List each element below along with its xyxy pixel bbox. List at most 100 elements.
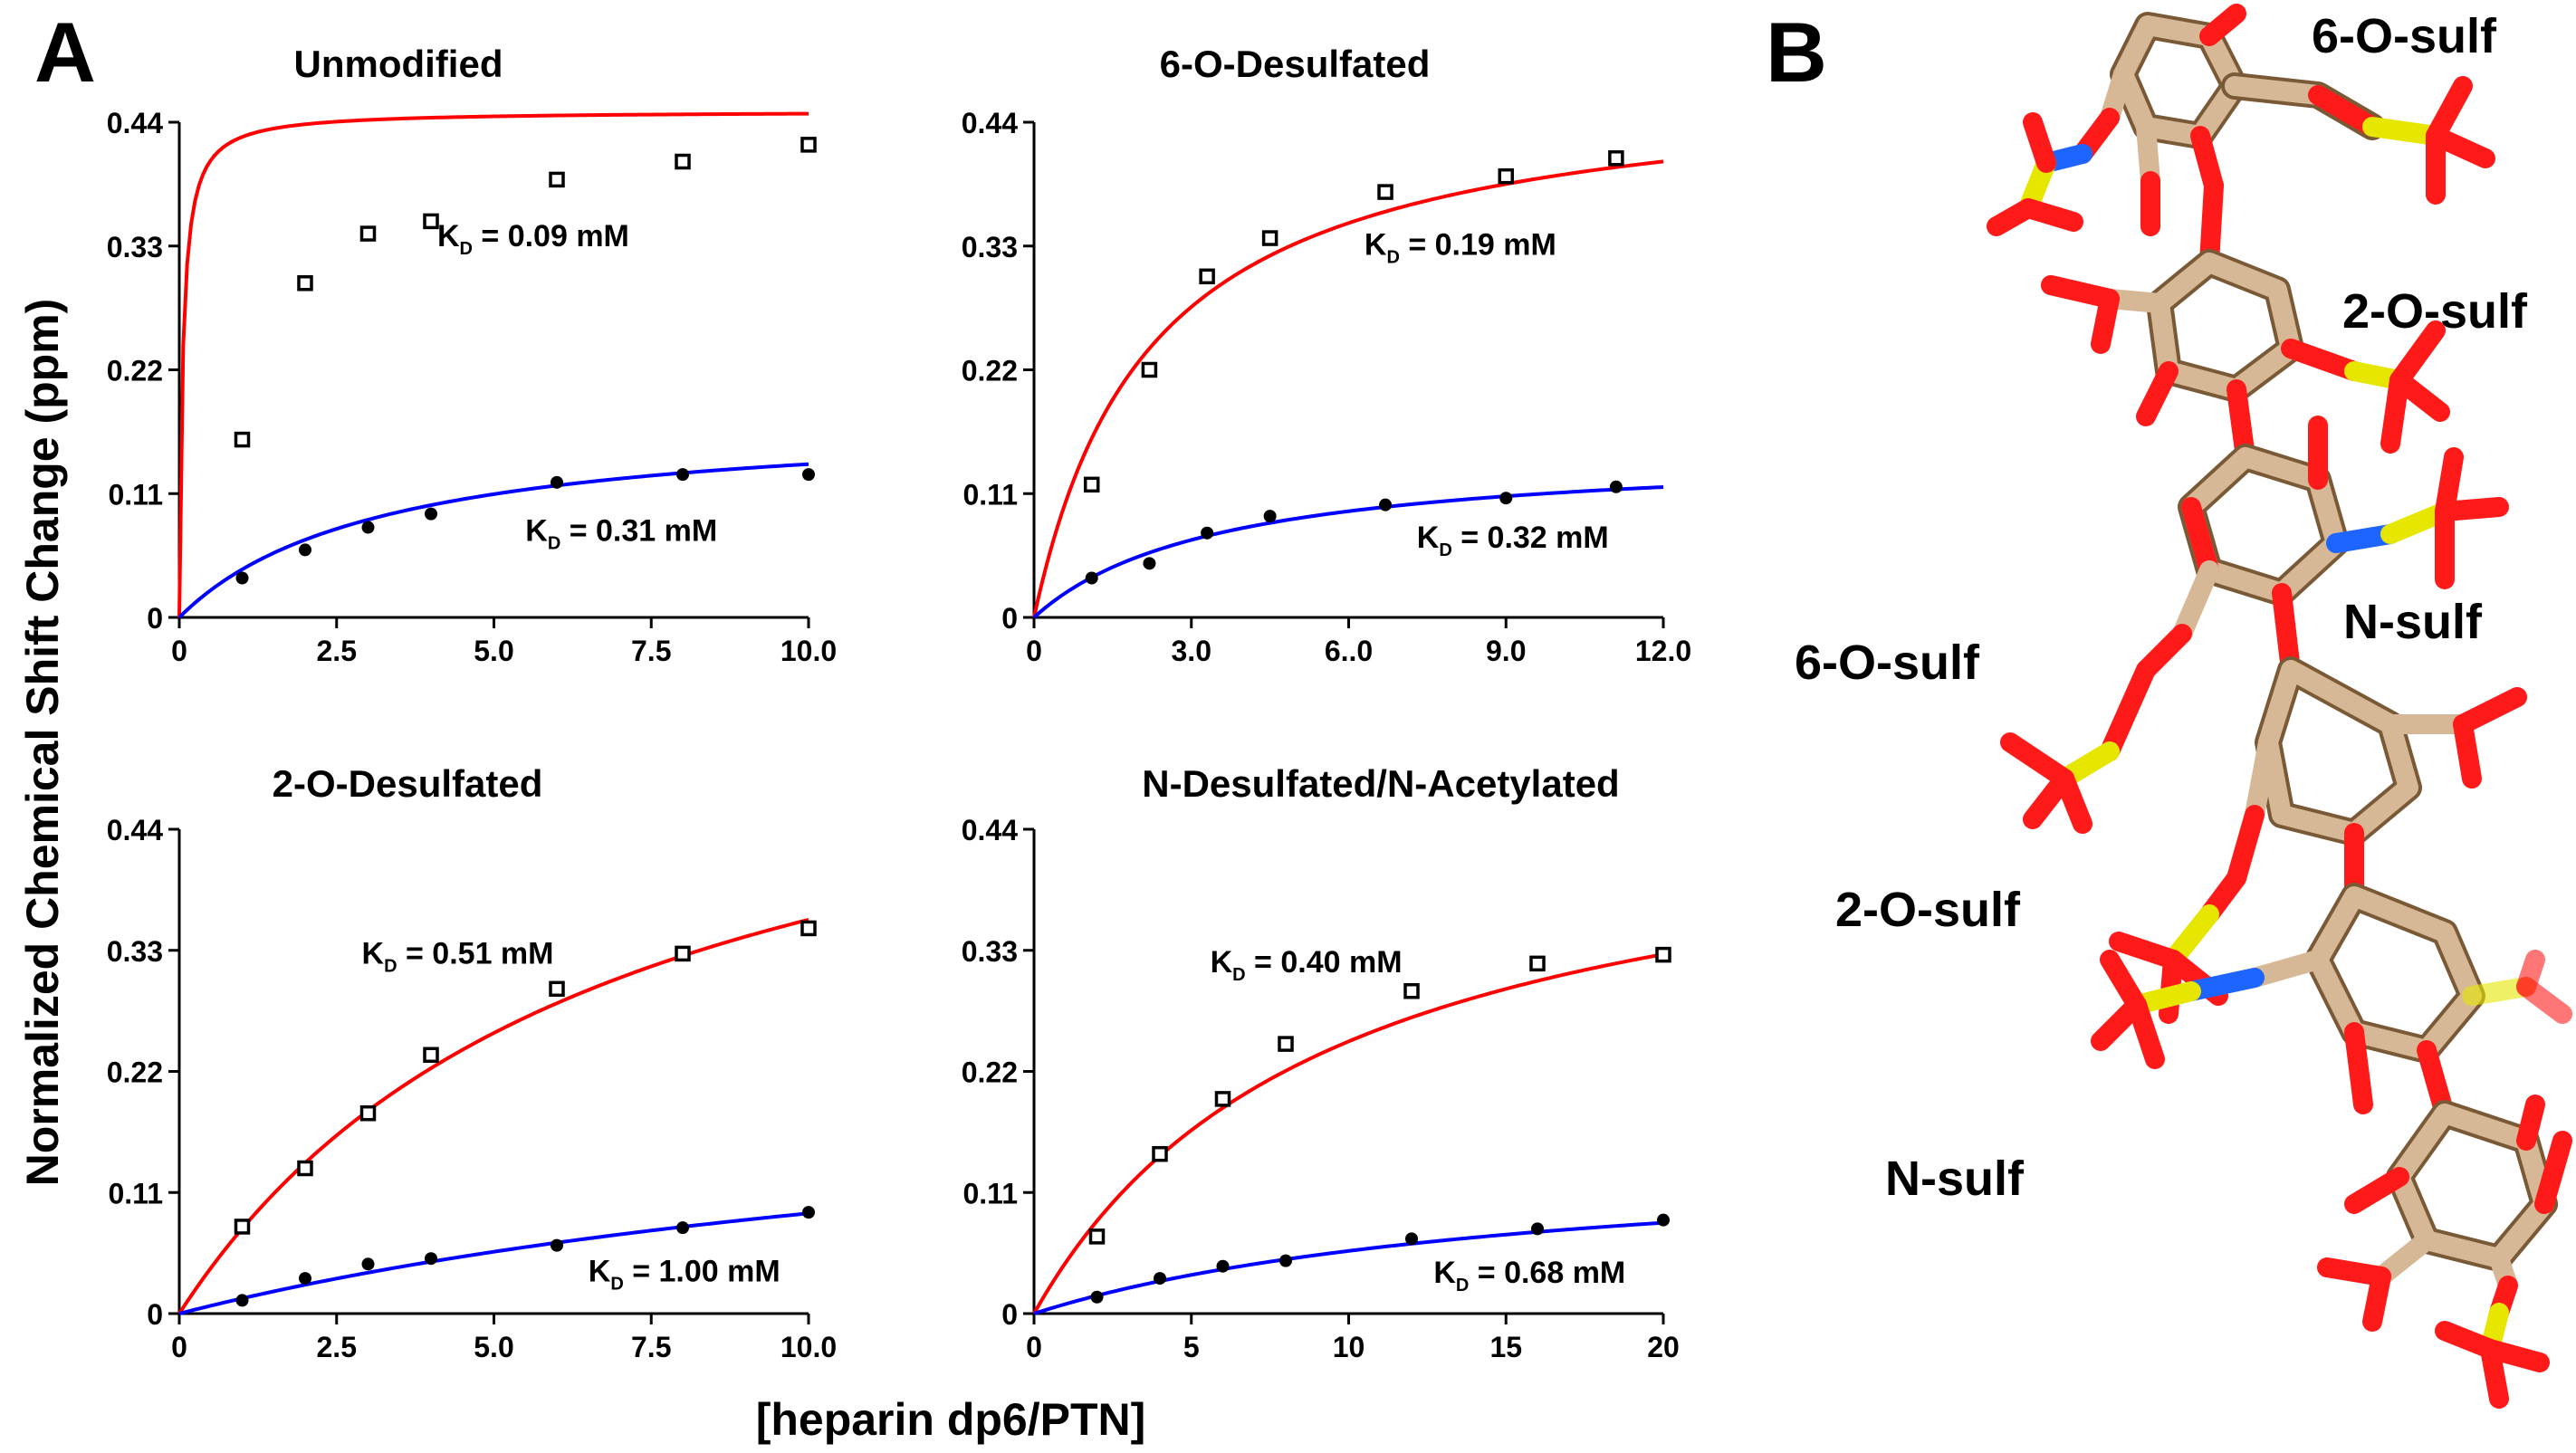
y-tick-label: 0.11: [962, 1177, 1018, 1209]
data-point-red: [1083, 476, 1100, 493]
x-tick-label: 12.0: [1635, 635, 1691, 667]
data-point-blue: [425, 507, 437, 521]
fit-curve-blue: [177, 462, 809, 619]
y-tick-label: 0: [147, 602, 163, 635]
chart-unmodified: Unmodified 0 0.11 0.22 0.33 0.44 0 2.5 5.0 7.5 10.…: [107, 43, 837, 667]
data-point-red: [423, 213, 439, 230]
x-tick-label: 2.5: [317, 635, 357, 667]
kd-value: = 0.31 mM: [560, 513, 717, 548]
data-point-blue: [1090, 1290, 1104, 1304]
data-point-blue: [299, 1272, 311, 1286]
data-point-red: [1608, 150, 1624, 167]
kd-annotation-blue: KD = 1.00 mM: [589, 1255, 780, 1295]
y-tick-label: 0.22: [962, 355, 1018, 387]
data-point-red: [675, 153, 691, 170]
fit-curve-red: [177, 917, 809, 1315]
x-tick-label: 9.0: [1486, 635, 1526, 667]
data-point-blue: [1279, 1254, 1292, 1267]
kd-value: = 0.51 mM: [397, 936, 554, 970]
y-tick-label: 0.22: [962, 1056, 1018, 1089]
y-tick-label: 0.11: [108, 1177, 163, 1209]
molecule-label-n-sulf-bottom: N-sulf: [1885, 1152, 2025, 1206]
data-point-red: [1377, 184, 1393, 200]
x-tick-label: 2.5: [317, 1331, 357, 1363]
data-point-blue: [802, 1206, 815, 1219]
data-point-blue: [1609, 480, 1623, 493]
kd-value: = 0.40 mM: [1246, 945, 1403, 980]
data-point-red: [297, 275, 313, 292]
kd-symbol: K: [1417, 521, 1440, 555]
data-point-red: [234, 431, 251, 448]
y-tick-label: 0: [147, 1298, 163, 1331]
kd-symbol: K: [362, 936, 385, 970]
x-tick-label: 20: [1647, 1331, 1680, 1363]
data-point-red: [549, 980, 565, 998]
data-point-blue: [299, 543, 311, 557]
data-point-blue: [1216, 1259, 1230, 1273]
y-tick-label: 0.44: [107, 814, 163, 846]
kd-value: = 0.19 mM: [1400, 228, 1556, 263]
data-point-blue: [676, 1221, 689, 1235]
data-point-blue: [1201, 526, 1214, 540]
residue-1: [1987, 4, 2495, 236]
shared-x-axis-label: [heparin dp6/PTN]: [756, 1394, 1146, 1445]
data-point-red: [1403, 982, 1420, 999]
data-point-blue: [551, 475, 563, 489]
data-point-red: [1214, 1091, 1231, 1107]
kd-subscript: D: [610, 1275, 623, 1295]
x-tick-label: 0: [171, 635, 187, 667]
data-point-blue: [551, 1238, 563, 1252]
x-tick-label: 5: [1183, 1331, 1200, 1363]
kd-value: = 0.68 mM: [1469, 1256, 1625, 1290]
y-tick-label: 0: [1001, 1298, 1018, 1331]
kd-annotation-red: KD = 0.09 mM: [437, 219, 629, 259]
kd-symbol: K: [1211, 945, 1233, 980]
y-tick-label: 0.44: [962, 814, 1018, 846]
data-point-blue: [361, 1257, 375, 1271]
kd-subscript: D: [1232, 965, 1245, 985]
molecule-label-2-o-sulf-bottom: 2-O-sulf: [1835, 883, 2021, 937]
data-point-blue: [676, 468, 689, 482]
kd-symbol: K: [525, 513, 548, 548]
molecule-label-6-o-sulf-top: 6-O-sulf: [2312, 9, 2497, 63]
x-tick-label: 7.5: [631, 1331, 671, 1363]
data-point-red: [675, 945, 691, 962]
panel-b-label: B: [1766, 5, 1827, 100]
x-tick-label: 15: [1489, 1331, 1522, 1363]
data-point-blue: [235, 1294, 249, 1307]
y-tick-label: 0.33: [962, 231, 1018, 263]
data-point-blue: [1499, 492, 1513, 505]
kd-annotation-red: KD = 0.51 mM: [362, 936, 554, 976]
chart-title: 6-O-Desulfated: [1160, 43, 1431, 85]
y-tick-label: 0.22: [107, 355, 163, 387]
kd-subscript: D: [1456, 1276, 1469, 1295]
y-tick-label: 0.44: [962, 107, 1018, 139]
chart-6-o-desulfated: 6-O-Desulfated 0 0.11 0.22 0.33 0.44 0 3.0 6..0 9…: [962, 43, 1691, 667]
data-point-red: [359, 1104, 377, 1122]
data-point-blue: [361, 521, 375, 534]
kd-symbol: K: [1365, 228, 1387, 263]
data-point-blue: [1405, 1232, 1418, 1246]
residue-6: [2317, 1095, 2572, 1409]
x-tick-label: 10.0: [780, 1331, 837, 1363]
x-tick-label: 5.0: [474, 1331, 513, 1363]
chart-2-o-desulfated: 2-O-Desulfated 0 0.11 0.22 0.33 0.44 0 2.5 5.0 7.…: [107, 762, 837, 1363]
data-point-red: [800, 920, 817, 937]
fit-curve-red: [1032, 159, 1664, 618]
y-tick-label: 0: [1001, 602, 1018, 635]
fit-curve-blue: [1033, 1220, 1664, 1315]
x-tick-label: 7.5: [631, 635, 671, 667]
x-tick-label: 10: [1333, 1331, 1365, 1363]
data-point-red: [800, 137, 817, 153]
y-tick-label: 0.33: [107, 231, 163, 263]
kd-annotation-blue: KD = 0.32 mM: [1417, 521, 1609, 560]
data-point-red: [1278, 1036, 1294, 1052]
chart-title: N-Desulfated/N-Acetylated: [1142, 762, 1619, 805]
kd-value: = 0.32 mM: [1452, 521, 1609, 555]
x-tick-label: 5.0: [474, 635, 513, 667]
data-point-blue: [1263, 510, 1277, 523]
data-point-blue: [1143, 557, 1156, 570]
fit-curve-blue: [178, 1211, 809, 1315]
data-point-blue: [1379, 498, 1393, 511]
